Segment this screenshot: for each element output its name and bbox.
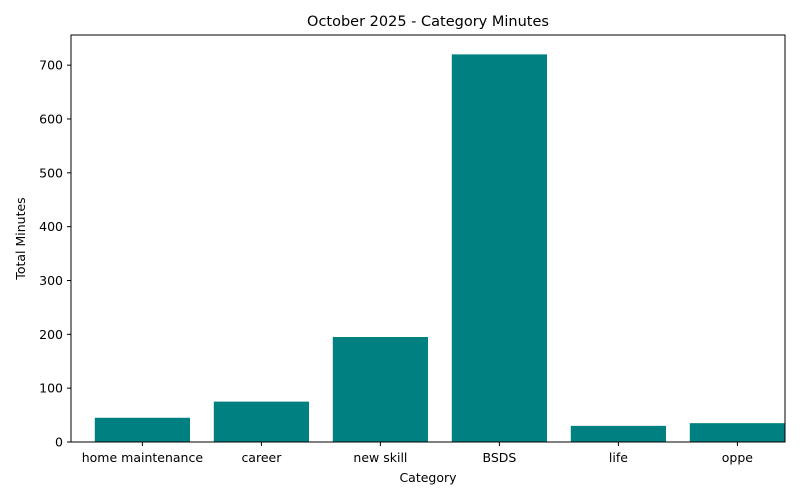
plot-area-frame [70,34,786,443]
y-tick-label: 100 [39,381,63,396]
y-tick-label: 700 [39,58,63,73]
chart-title: October 2025 - Category Minutes [307,14,549,30]
x-tick-label: home maintenance [82,450,204,465]
x-axis-ticks: home maintenance career new skill BSDS life o… [82,442,754,465]
x-tick-label: oppe [722,450,754,465]
x-tick-label: BSDS [482,450,516,465]
y-tick-label: 400 [39,219,63,234]
y-tick-label: 500 [39,165,63,180]
bar-new-skill [332,337,428,442]
bar-home-maintenance [94,417,190,442]
x-tick-label: career [241,450,282,465]
bar-oppe [689,423,785,442]
y-tick-label: 600 [39,111,63,126]
y-axis-ticks: 0 100 200 300 400 500 600 700 [39,58,71,450]
y-tick-label: 0 [55,435,63,450]
bar-bsds [451,54,547,442]
bar-career [213,401,309,442]
bar-life [570,425,666,442]
y-tick-label: 200 [39,327,63,342]
bars-layer [94,54,785,442]
x-axis-label: Category [399,470,457,485]
x-tick-label: new skill [353,450,407,465]
y-tick-label: 300 [39,273,63,288]
x-tick-label: life [609,450,628,465]
y-axis-label: Total Minutes [13,197,28,280]
